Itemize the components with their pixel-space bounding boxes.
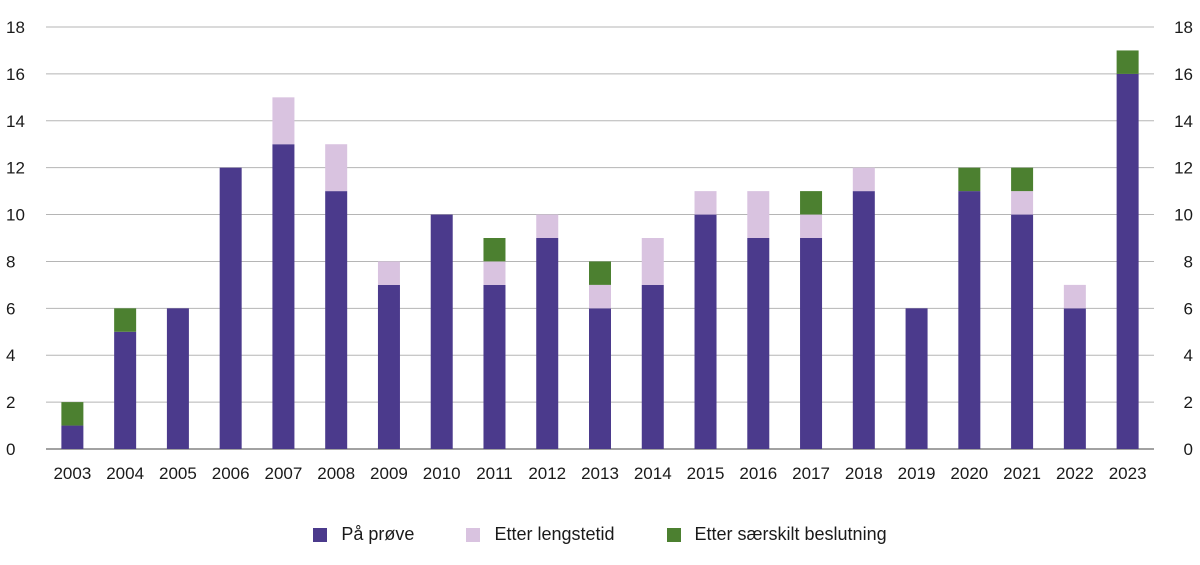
bar-2013-series-0 <box>589 308 611 449</box>
legend-label-etter-saerskilt-beslutning: Etter særskilt beslutning <box>694 524 887 544</box>
x-tick-2009: 2009 <box>370 464 408 483</box>
bar-2017-series-1 <box>800 214 823 238</box>
bar-2004-series-0 <box>114 331 137 449</box>
bar-2009-series-1 <box>377 261 400 285</box>
y-tick-right-14: 14 <box>1174 112 1193 131</box>
legend-item-etter-saerskilt-beslutning: Etter særskilt beslutning <box>666 524 887 545</box>
bar-2018-series-0 <box>852 191 875 449</box>
bar-2015-series-0 <box>694 214 717 449</box>
y-tick-left-0: 0 <box>6 440 15 459</box>
x-tick-2022: 2022 <box>1056 464 1094 483</box>
y-tick-left-8: 8 <box>6 252 15 271</box>
y-tick-left-6: 6 <box>6 299 15 318</box>
legend-swatch-pa-prove <box>313 527 328 542</box>
bar-2023-series-2 <box>1116 50 1139 74</box>
y-tick-right-6: 6 <box>1184 299 1193 318</box>
bar-2010-series-0 <box>430 214 453 449</box>
bar-2005-series-0 <box>166 308 189 449</box>
bar-2003-series-0 <box>61 425 84 449</box>
bar-2021-series-2 <box>1011 167 1034 192</box>
y-tick-right-10: 10 <box>1174 206 1193 225</box>
x-tick-2015: 2015 <box>687 464 725 483</box>
bar-2015-series-1 <box>694 191 717 215</box>
y-tick-left-14: 14 <box>6 112 25 131</box>
x-tick-2010: 2010 <box>423 464 461 483</box>
x-tick-2020: 2020 <box>950 464 988 483</box>
bar-2017-series-2 <box>800 191 823 215</box>
bar-2019-series-0 <box>905 308 928 449</box>
bar-2022-series-1 <box>1063 284 1086 309</box>
y-tick-right-2: 2 <box>1184 393 1193 412</box>
bar-2021-series-0 <box>1011 214 1034 449</box>
bar-2007-series-1 <box>272 97 295 145</box>
bar-2011-series-0 <box>483 284 506 449</box>
y-tick-left-12: 12 <box>6 159 25 178</box>
legend-swatch-etter-saerskilt-beslutning <box>666 527 681 542</box>
bar-2014-series-0 <box>641 284 664 449</box>
x-tick-2004: 2004 <box>106 464 144 483</box>
x-tick-2003: 2003 <box>53 464 91 483</box>
y-tick-left-16: 16 <box>6 65 25 84</box>
legend-swatch-etter-lengstetid <box>466 527 481 542</box>
x-tick-2005: 2005 <box>159 464 197 483</box>
bar-2021-series-1 <box>1011 191 1034 215</box>
x-tick-2018: 2018 <box>845 464 883 483</box>
y-tick-left-10: 10 <box>6 206 25 225</box>
bar-2007-series-0 <box>272 144 295 449</box>
legend-item-etter-lengstetid: Etter lengstetid <box>466 524 615 545</box>
bar-2011-series-2 <box>483 238 506 262</box>
bar-2013-series-2 <box>589 261 611 285</box>
y-tick-right-4: 4 <box>1184 346 1193 365</box>
y-tick-right-8: 8 <box>1184 252 1193 271</box>
x-tick-2023: 2023 <box>1109 464 1147 483</box>
x-tick-2011: 2011 <box>476 464 513 483</box>
x-tick-2008: 2008 <box>317 464 355 483</box>
x-tick-2014: 2014 <box>634 464 672 483</box>
y-tick-left-2: 2 <box>6 393 15 412</box>
y-tick-right-12: 12 <box>1174 159 1193 178</box>
bar-2006-series-0 <box>219 167 242 449</box>
bar-2008-series-0 <box>325 191 348 449</box>
bar-2018-series-1 <box>852 167 875 192</box>
bar-2014-series-1 <box>641 238 664 285</box>
y-tick-right-18: 18 <box>1174 18 1193 37</box>
y-tick-left-18: 18 <box>6 18 25 37</box>
x-tick-2013: 2013 <box>581 464 619 483</box>
bar-2013-series-1 <box>589 284 611 309</box>
legend-label-etter-lengstetid: Etter lengstetid <box>494 524 615 544</box>
x-tick-2016: 2016 <box>739 464 777 483</box>
bar-2017-series-0 <box>800 238 823 449</box>
bar-2016-series-1 <box>747 191 770 238</box>
bar-2023-series-0 <box>1116 73 1139 449</box>
y-tick-right-16: 16 <box>1174 65 1193 84</box>
bar-2003-series-2 <box>61 402 84 426</box>
y-tick-right-0: 0 <box>1184 440 1193 459</box>
bar-2012-series-0 <box>536 238 559 449</box>
y-tick-left-4: 4 <box>6 346 15 365</box>
bar-2004-series-2 <box>114 308 137 332</box>
x-tick-2006: 2006 <box>212 464 250 483</box>
legend-item-pa-prove: På prøve <box>313 524 414 545</box>
bar-2012-series-1 <box>536 214 559 238</box>
bar-2016-series-0 <box>747 238 770 449</box>
legend-label-pa-prove: På prøve <box>341 524 415 544</box>
x-tick-2012: 2012 <box>528 464 566 483</box>
x-tick-2007: 2007 <box>265 464 303 483</box>
bar-2020-series-2 <box>958 167 981 192</box>
x-tick-2017: 2017 <box>792 464 830 483</box>
bar-2011-series-1 <box>483 261 506 285</box>
bar-2022-series-0 <box>1063 308 1086 449</box>
x-tick-2019: 2019 <box>898 464 936 483</box>
bar-2009-series-0 <box>377 284 400 449</box>
x-tick-2021: 2021 <box>1003 464 1041 483</box>
bar-2020-series-0 <box>958 191 981 449</box>
bar-2008-series-1 <box>325 144 348 192</box>
legend: På prøve Etter lengstetid Etter særskilt… <box>0 524 1200 545</box>
